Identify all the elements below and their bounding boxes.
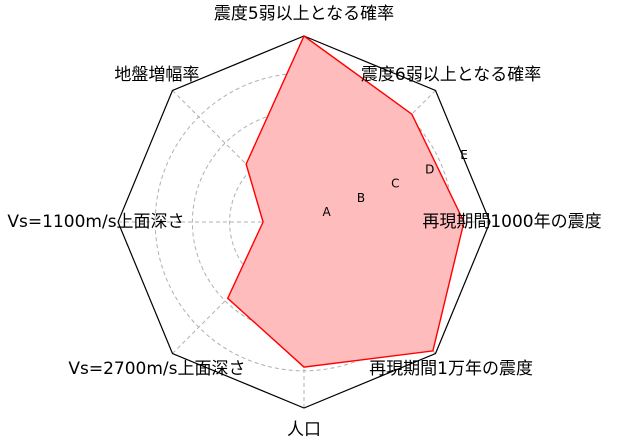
ring-label-e: E bbox=[460, 148, 468, 162]
axis-label-7: 地盤増幅率 bbox=[114, 65, 199, 85]
axis-label-3: 再現期間1万年の震度 bbox=[369, 359, 533, 379]
axis-label-0: 震度5弱以上となる確率 bbox=[214, 4, 394, 24]
data-layer bbox=[226, 34, 465, 368]
axis-label-4: 人口 bbox=[287, 420, 321, 440]
outer-frame bbox=[117, 35, 491, 409]
ring-label-d: D bbox=[425, 162, 434, 176]
series-line bbox=[226, 34, 465, 368]
ring-label-b: B bbox=[357, 191, 365, 205]
axis-label-5: Vs=2700m/s上面深さ bbox=[68, 359, 245, 379]
label-layer: A B C D E 震度5弱以上となる確率震度6弱以上となる確率再現期間1000年の震度再… bbox=[7, 4, 601, 440]
series-area bbox=[227, 36, 464, 368]
axis-label-1: 震度6弱以上となる確率 bbox=[361, 65, 541, 85]
axis-label-2: 再現期間1000年の震度 bbox=[422, 212, 601, 232]
ring-label-a: A bbox=[322, 205, 331, 219]
ring-label-c: C bbox=[391, 177, 399, 191]
axis-label-6: Vs=1100m/s上面深さ bbox=[7, 212, 184, 232]
